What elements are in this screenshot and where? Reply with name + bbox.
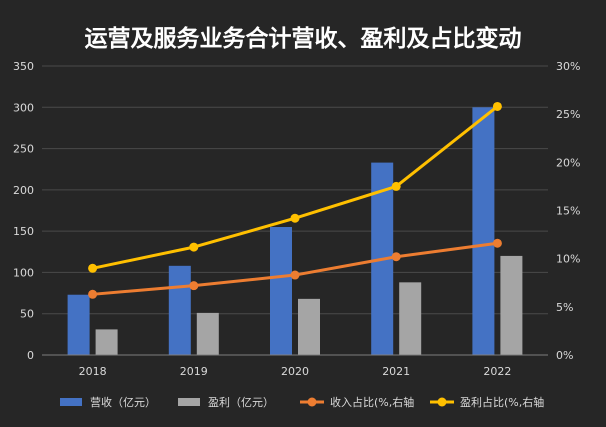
y-left-tick-label: 50 <box>20 308 34 321</box>
gridlines <box>42 65 548 356</box>
legend-label: 营收（亿元） <box>90 395 156 409</box>
bar <box>298 298 320 355</box>
x-tick-label: 2020 <box>281 365 309 378</box>
bar <box>168 265 191 355</box>
bar <box>399 282 422 355</box>
line-point <box>88 289 98 299</box>
y-right-tick-label: 0% <box>556 349 573 362</box>
y-right-tick-label: 20% <box>556 156 580 169</box>
y-right-tick-label: 30% <box>556 60 580 73</box>
y-left-tick-label: 0 <box>27 349 34 362</box>
bar <box>95 329 118 355</box>
x-tick-label: 2018 <box>79 365 107 378</box>
y-right-tick-label: 25% <box>556 108 580 121</box>
legend-marker <box>437 397 447 407</box>
bar <box>67 294 90 355</box>
legend-label: 盈利占比(%,右轴 <box>460 395 544 409</box>
legend-swatch <box>60 398 82 406</box>
axes: 0 50 100 150 200 250 300 350 0% 5% 10% 15% 20% 25% 30%… <box>13 60 580 378</box>
line-point <box>290 270 300 280</box>
y-left-tick-label: 150 <box>13 225 34 238</box>
y-right-tick-label: 15% <box>556 205 580 218</box>
line-point <box>189 281 199 291</box>
series-line <box>92 105 499 270</box>
line-point <box>391 252 401 262</box>
bar <box>500 255 523 355</box>
y-left-tick-label: 350 <box>13 60 34 73</box>
series-line <box>92 241 498 296</box>
line-point <box>290 213 300 223</box>
chart-title: 运营及服务业务合计营收、盈利及占比变动 <box>85 25 522 52</box>
y-right-tick-label: 5% <box>556 301 573 314</box>
x-tick-label: 2021 <box>382 365 410 378</box>
line-point <box>391 181 401 191</box>
bar <box>472 107 495 356</box>
line-point <box>492 101 502 111</box>
bar <box>196 312 219 355</box>
line-point <box>88 263 98 273</box>
y-left-tick-label: 250 <box>13 143 34 156</box>
legend-marker <box>307 397 317 407</box>
x-tick-label: 2022 <box>483 365 511 378</box>
bar <box>270 227 292 355</box>
legend-swatch <box>178 398 200 406</box>
y-right-tick-label: 10% <box>556 253 580 266</box>
legend-label: 收入占比(%,右轴 <box>330 395 414 409</box>
x-tick-label: 2019 <box>180 365 208 378</box>
line-point <box>189 242 199 252</box>
line-point <box>492 238 502 248</box>
lines <box>88 101 502 299</box>
y-left-tick-label: 300 <box>13 101 34 114</box>
y-left-tick-label: 100 <box>13 266 34 279</box>
y-left-tick-label: 200 <box>13 184 34 197</box>
legend-label: 盈利（亿元） <box>208 396 274 409</box>
legend: 营收（亿元） 盈利（亿元） 收入占比(%,右轴 盈利占比(%,右轴 <box>60 395 544 409</box>
